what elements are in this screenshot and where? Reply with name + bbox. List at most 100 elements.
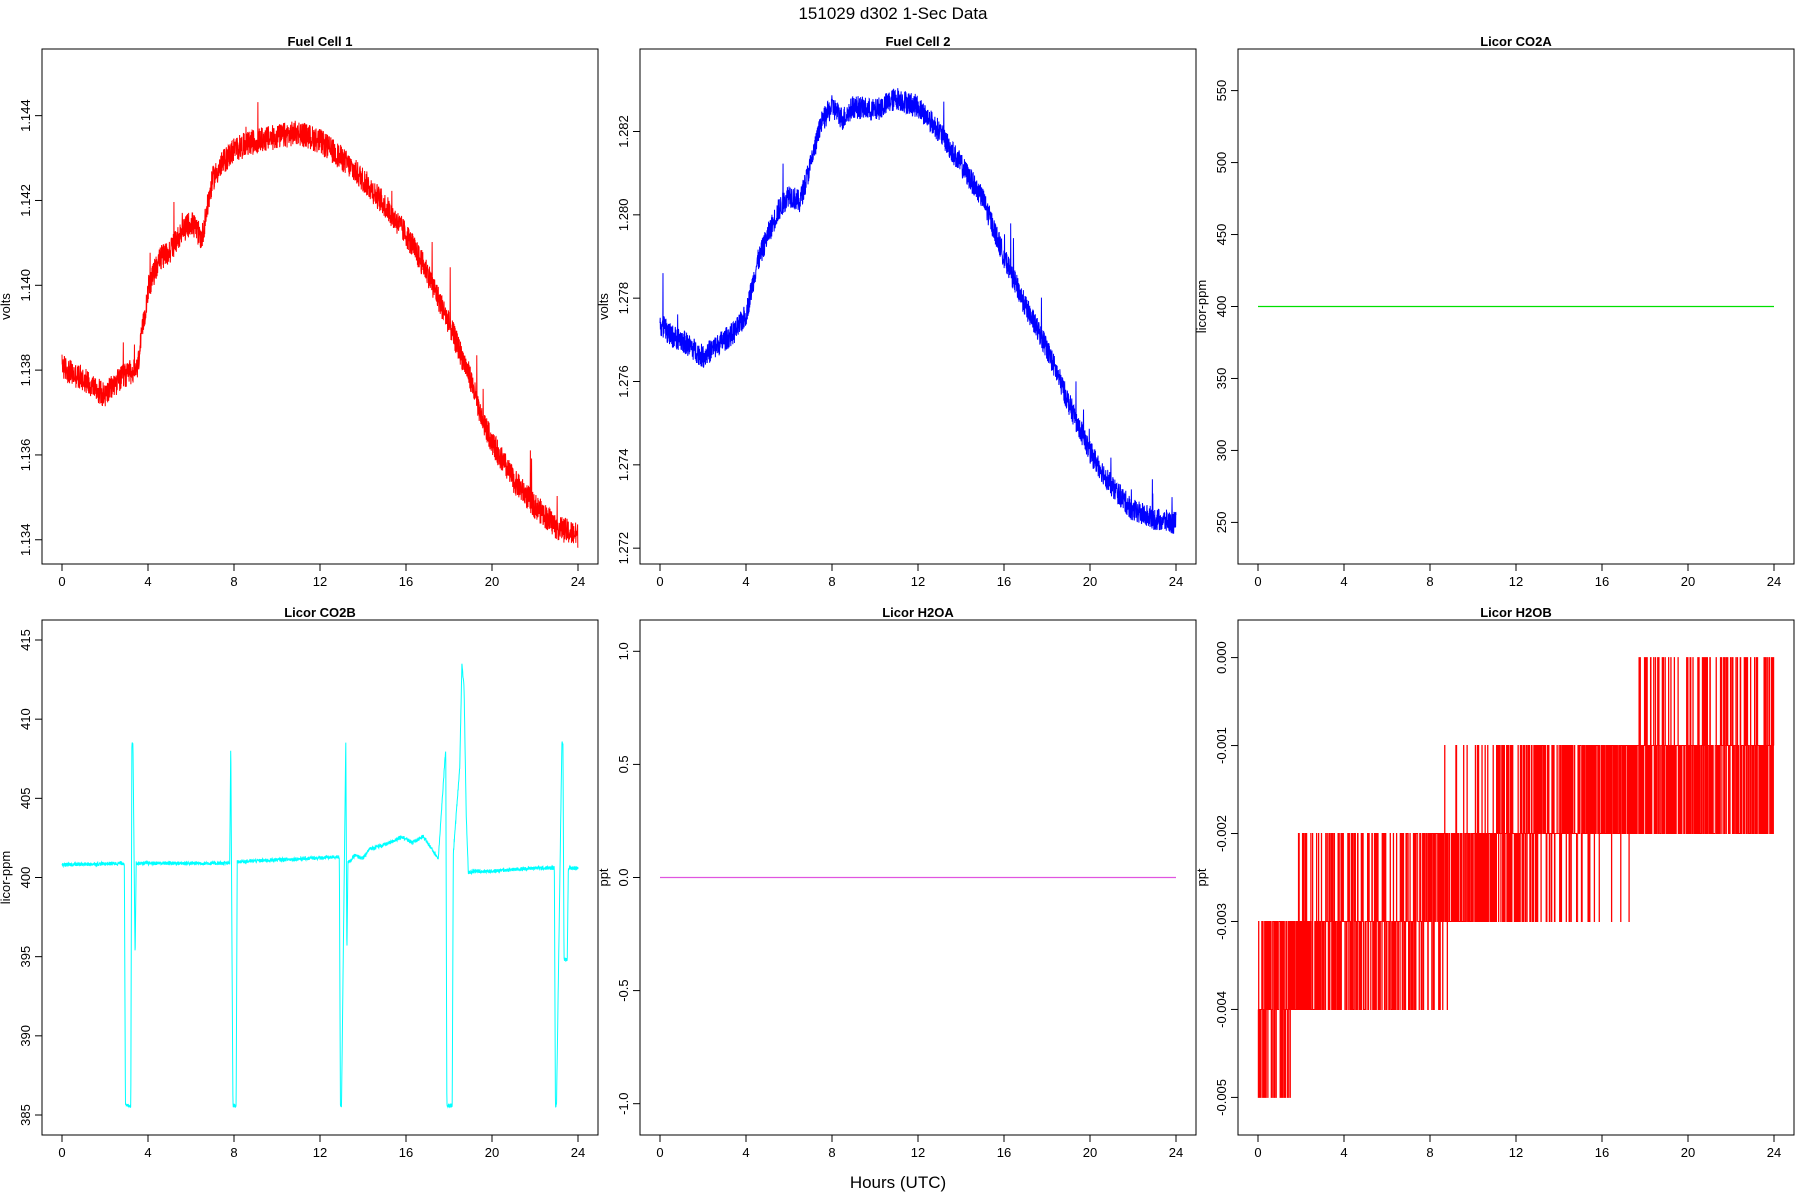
x-tick-label: 16 <box>997 574 1011 589</box>
panel-title: Fuel Cell 2 <box>885 34 950 49</box>
x-tick-label: 24 <box>571 1145 585 1160</box>
x-tick-label: 24 <box>571 574 585 589</box>
y-tick-label: 1.282 <box>616 115 631 148</box>
x-tick-label: 20 <box>1681 1145 1695 1160</box>
x-tick-label: 12 <box>313 574 327 589</box>
x-tick-label: 12 <box>313 1145 327 1160</box>
y-tick-label: 1.276 <box>616 365 631 398</box>
y-axis-label: ppt <box>1194 868 1209 886</box>
y-tick-label: 390 <box>18 1025 33 1047</box>
y-tick-label: 405 <box>18 787 33 809</box>
x-tick-label: 8 <box>828 574 835 589</box>
x-tick-label: 20 <box>485 1145 499 1160</box>
x-tick-label: 8 <box>1426 1145 1433 1160</box>
chart-panel: Licor CO2B licor-ppm 0 4 8 12 16 20 24 385 390 395 4… <box>0 605 599 1160</box>
x-tick-label: 12 <box>1509 574 1523 589</box>
y-tick-label: -0.001 <box>1214 727 1229 764</box>
y-tick-label: -0.003 <box>1214 903 1229 940</box>
x-tick-label: 16 <box>1595 574 1609 589</box>
chart-panel: Fuel Cell 2 volts 0 4 8 12 16 20 24 1.272 1.274 1.2… <box>596 34 1197 589</box>
y-tick-label: 1.140 <box>18 269 33 302</box>
y-tick-label: 500 <box>1214 152 1229 174</box>
y-tick-label: 1.142 <box>18 184 33 217</box>
y-axis-label: volts <box>0 293 13 320</box>
y-tick-label: -1.0 <box>616 1092 631 1114</box>
x-tick-label: 4 <box>742 574 749 589</box>
x-tick-label: 20 <box>485 574 499 589</box>
x-tick-label: 4 <box>144 1145 151 1160</box>
y-tick-label: 0.000 <box>1214 641 1229 674</box>
x-tick-label: 12 <box>911 1145 925 1160</box>
chart-panel: Licor CO2A licor-ppm 0 4 8 12 16 20 24 250 300 350 4… <box>1194 34 1795 589</box>
y-tick-label: -0.005 <box>1214 1079 1229 1116</box>
x-tick-label: 16 <box>399 574 413 589</box>
x-tick-label: 0 <box>58 574 65 589</box>
y-tick-label: 1.138 <box>18 354 33 387</box>
x-tick-label: 8 <box>1426 574 1433 589</box>
figure-title: 151029 d302 1-Sec Data <box>798 4 988 23</box>
x-tick-label: 0 <box>656 574 663 589</box>
y-tick-label: 400 <box>1214 296 1229 318</box>
x-tick-label: 16 <box>1595 1145 1609 1160</box>
chart-panel: Fuel Cell 1 volts 0 4 8 12 16 20 24 1.134 1.136 1.1… <box>0 34 599 589</box>
x-tick-label: 8 <box>828 1145 835 1160</box>
figure-xlabel: Hours (UTC) <box>850 1173 946 1192</box>
y-tick-label: 1.134 <box>18 523 33 556</box>
y-tick-label: 1.280 <box>616 199 631 232</box>
y-tick-label: 415 <box>18 629 33 651</box>
y-tick-label: 350 <box>1214 368 1229 390</box>
y-tick-label: 550 <box>1214 80 1229 102</box>
x-tick-label: 4 <box>1340 1145 1347 1160</box>
y-tick-label: 410 <box>18 708 33 730</box>
y-tick-label: 1.144 <box>18 99 33 132</box>
y-tick-label: 1.0 <box>616 642 631 660</box>
y-tick-label: 450 <box>1214 224 1229 246</box>
y-tick-label: -0.002 <box>1214 815 1229 852</box>
y-tick-label: -0.004 <box>1214 991 1229 1028</box>
series-line <box>61 102 579 548</box>
y-axis-label: volts <box>596 293 611 320</box>
panel-title: Licor H2OB <box>1480 605 1552 620</box>
x-tick-label: 24 <box>1169 574 1183 589</box>
y-axis-label: licor-ppm <box>1194 280 1209 333</box>
x-tick-label: 12 <box>911 574 925 589</box>
panels: Fuel Cell 1 volts 0 4 8 12 16 20 24 1.134 1.136 1.1… <box>0 34 1795 1160</box>
panel-title: Licor CO2B <box>284 605 356 620</box>
x-tick-label: 8 <box>230 574 237 589</box>
x-tick-label: 16 <box>997 1145 1011 1160</box>
y-tick-label: 400 <box>18 867 33 889</box>
chart-panel: Licor H2OA ppt 0 4 8 12 16 20 24 -1.0 -0.5 0.0 0.5 1.… <box>596 605 1197 1160</box>
y-tick-label: 1.274 <box>616 449 631 482</box>
y-tick-label: 385 <box>18 1104 33 1126</box>
y-tick-label: 250 <box>1214 512 1229 534</box>
y-tick-label: 0.0 <box>616 868 631 886</box>
series-line <box>659 88 1177 534</box>
series-line <box>61 663 579 1109</box>
y-tick-label: 1.278 <box>616 282 631 315</box>
x-tick-label: 12 <box>1509 1145 1523 1160</box>
panel-title: Licor CO2A <box>1480 34 1552 49</box>
x-tick-label: 24 <box>1169 1145 1183 1160</box>
y-axis-label: licor-ppm <box>0 851 13 904</box>
x-tick-label: 0 <box>58 1145 65 1160</box>
x-tick-label: 20 <box>1681 574 1695 589</box>
series-line <box>1257 657 1775 1098</box>
y-tick-label: 1.136 <box>18 439 33 472</box>
x-tick-label: 16 <box>399 1145 413 1160</box>
x-tick-label: 0 <box>656 1145 663 1160</box>
y-tick-label: 300 <box>1214 440 1229 462</box>
panel-title: Licor H2OA <box>882 605 954 620</box>
chart-panel: Licor H2OB ppt 0 4 8 12 16 20 24 -0.005 -0.004 -0.0… <box>1194 605 1795 1160</box>
x-tick-label: 0 <box>1254 1145 1261 1160</box>
x-tick-label: 24 <box>1767 1145 1781 1160</box>
x-tick-label: 4 <box>144 574 151 589</box>
y-axis-label: ppt <box>596 868 611 886</box>
y-tick-label: 395 <box>18 946 33 968</box>
y-tick-label: 1.272 <box>616 532 631 565</box>
x-tick-label: 24 <box>1767 574 1781 589</box>
x-tick-label: 0 <box>1254 574 1261 589</box>
y-tick-label: 0.5 <box>616 755 631 773</box>
x-tick-label: 20 <box>1083 1145 1097 1160</box>
y-tick-label: -0.5 <box>616 979 631 1001</box>
